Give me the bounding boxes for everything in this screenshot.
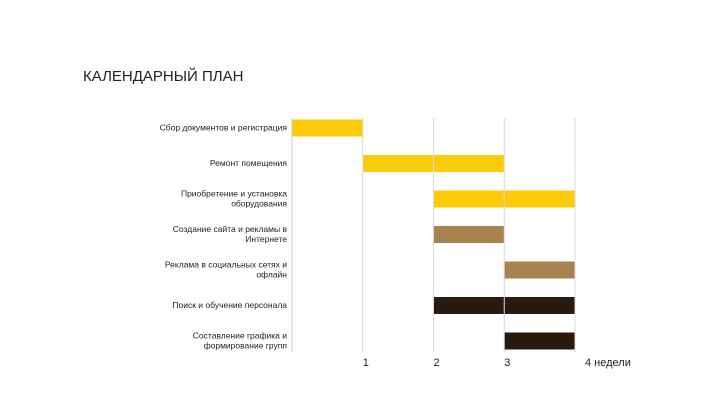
- task-label: Сбор документов и регистрация: [160, 122, 288, 132]
- task-bar: [433, 226, 505, 243]
- task-label: офлайн: [256, 269, 287, 279]
- chart-title: КАЛЕНДАРНЫЙ ПЛАН: [83, 67, 243, 85]
- task-label: Ремонт помещения: [210, 158, 288, 168]
- task-bar: [504, 332, 575, 350]
- task-label: формирование групп: [204, 340, 288, 350]
- x-tick-label: 3: [504, 357, 510, 369]
- x-tick-label: 2: [433, 357, 439, 369]
- task-bar: [292, 119, 363, 137]
- task-label: Составление графика и: [193, 330, 287, 340]
- task-bar: [504, 261, 575, 279]
- task-label: Интернете: [245, 234, 287, 244]
- x-tick-label: 1: [363, 357, 369, 369]
- task-label: Создание сайта и рекламы в: [173, 224, 288, 234]
- task-label: Поиск и обучение персонала: [172, 300, 287, 310]
- task-label: оборудования: [231, 198, 287, 208]
- task-label: Приобретение и установка: [181, 188, 287, 198]
- x-tick-label: 4 недели: [585, 357, 631, 369]
- task-label: Реклама в социальных сетях и: [165, 259, 287, 269]
